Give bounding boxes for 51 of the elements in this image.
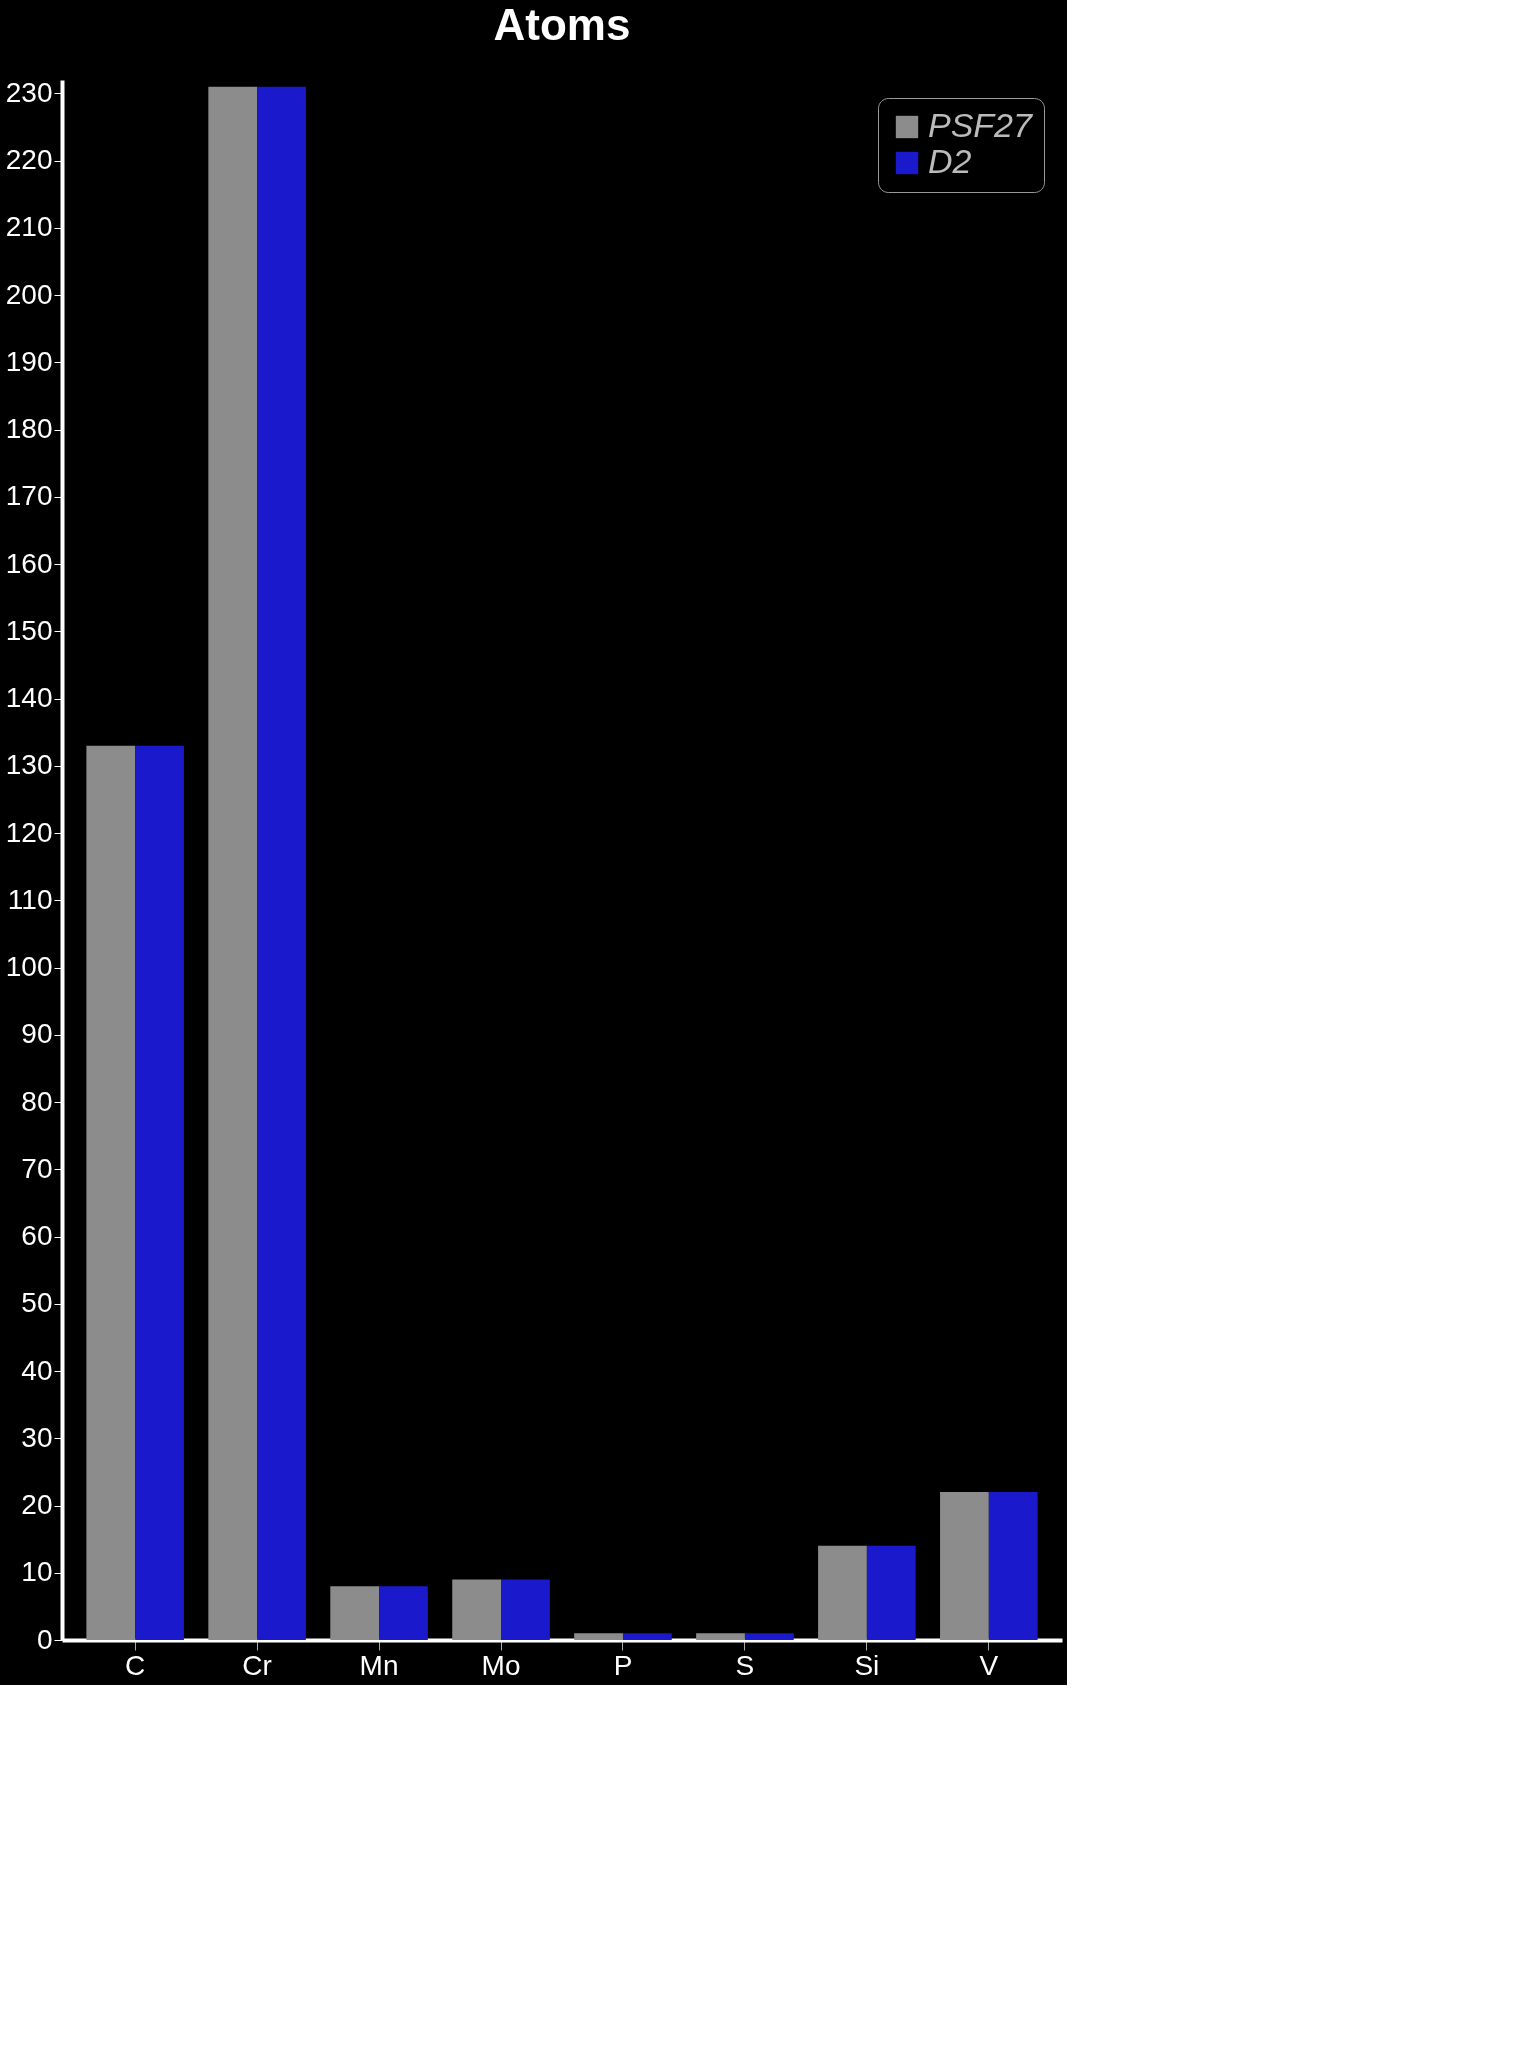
y-tick-label: 180 [5, 413, 53, 445]
y-tick-label: 190 [5, 345, 53, 377]
x-tick-label: Cr [242, 1649, 272, 1681]
chart-title: Atoms [493, 0, 631, 50]
bar [257, 86, 306, 1640]
y-tick-label: 30 [21, 1421, 53, 1453]
x-tick-label: Si [854, 1649, 880, 1681]
x-tick-label: C [125, 1649, 146, 1681]
y-tick-label: 0 [36, 1623, 53, 1655]
x-tick-label: Mn [359, 1649, 399, 1681]
y-tick-label: 230 [5, 76, 53, 108]
y-tick-label: 170 [5, 480, 53, 512]
bar [744, 1633, 794, 1640]
bar [940, 1492, 989, 1640]
bar [452, 1579, 502, 1640]
y-tick-label: 20 [21, 1489, 53, 1521]
y-tick-label: 40 [21, 1354, 53, 1386]
x-tick-label: V [979, 1649, 999, 1681]
bar [208, 86, 258, 1640]
x-tick-label: P [613, 1649, 633, 1681]
y-tick-label: 100 [5, 951, 53, 983]
bar [330, 1586, 380, 1640]
bar [86, 745, 136, 1640]
y-tick-label: 210 [5, 211, 53, 243]
y-tick-label: 140 [5, 682, 53, 714]
x-tick-label: S [735, 1649, 755, 1681]
y-tick-label: 80 [21, 1085, 53, 1117]
x-tick-label: Mo [481, 1649, 521, 1681]
y-tick-label: 50 [21, 1287, 53, 1319]
y-tick-label: 200 [5, 278, 53, 310]
y-tick-label: 220 [5, 144, 53, 176]
bar [866, 1545, 916, 1640]
y-tick-label: 120 [5, 816, 53, 848]
bar [379, 1586, 428, 1640]
y-tick-label: 130 [5, 749, 53, 781]
y-tick-label: 60 [21, 1220, 53, 1252]
y-tick-label: 160 [5, 547, 53, 579]
bar [135, 745, 184, 1640]
bar [622, 1633, 672, 1640]
bar [696, 1633, 745, 1640]
bar [501, 1579, 550, 1640]
bar [818, 1545, 867, 1640]
y-tick-label: 150 [5, 614, 53, 646]
bar [988, 1492, 1038, 1640]
legend-label: PSF27 [928, 106, 1034, 144]
y-tick-label: 10 [21, 1556, 53, 1588]
legend-label: D2 [928, 142, 972, 180]
y-tick-label: 70 [21, 1152, 53, 1184]
y-tick-label: 90 [21, 1018, 53, 1050]
bar [574, 1633, 623, 1640]
y-tick-label: 110 [7, 883, 53, 915]
